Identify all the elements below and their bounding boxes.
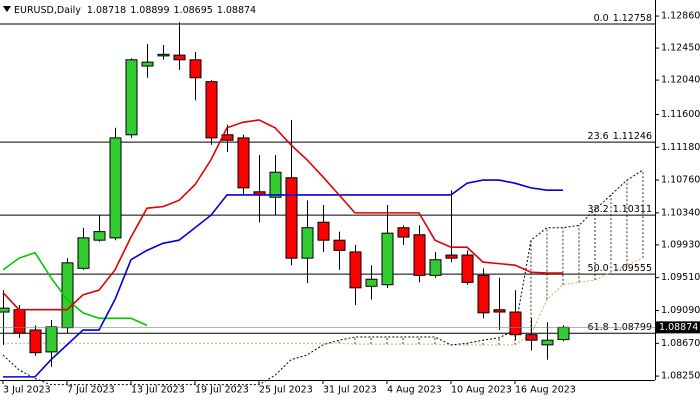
candle-body bbox=[173, 54, 186, 61]
candle-body bbox=[237, 137, 250, 189]
fib-label: 50.0 1.09555 bbox=[588, 263, 652, 274]
x-tick-label: 7 Jul 2023 bbox=[67, 385, 115, 396]
x-tick-label: 25 Jul 2023 bbox=[259, 385, 313, 396]
indicator-line bbox=[3, 257, 644, 346]
fib-level: 0.0 bbox=[594, 13, 609, 24]
candle-body bbox=[157, 53, 170, 57]
y-tick-label: 1.09930 bbox=[661, 239, 700, 250]
candle-body bbox=[45, 326, 58, 353]
x-tick-label: 19 Jul 2023 bbox=[195, 385, 249, 396]
fib-label: 0.0 1.12758 bbox=[594, 13, 652, 24]
fib-price: 1.10311 bbox=[613, 204, 652, 215]
candle-body bbox=[77, 237, 90, 269]
close-price: 1.08874 bbox=[217, 5, 256, 16]
candle-body bbox=[397, 227, 410, 238]
chart-header: EURUSD,Daily 1.08718 1.08899 1.08695 1.08874 bbox=[14, 5, 256, 16]
fib-label: 23.6 1.11246 bbox=[588, 131, 652, 142]
candle-body bbox=[29, 329, 42, 354]
candle-body bbox=[365, 278, 378, 287]
y-tick-label: 1.08250 bbox=[661, 371, 700, 382]
last-price-box bbox=[656, 321, 700, 334]
candle-body bbox=[109, 137, 122, 239]
fib-level: 23.6 bbox=[588, 131, 609, 142]
candle-body bbox=[493, 309, 506, 313]
x-tick-label: 31 Jul 2023 bbox=[323, 385, 377, 396]
y-tick-label: 1.10340 bbox=[661, 207, 700, 218]
y-tick-label: 1.09090 bbox=[661, 305, 700, 316]
low-price: 1.08695 bbox=[174, 5, 213, 16]
candle-body bbox=[141, 61, 154, 67]
high-price: 1.08899 bbox=[130, 5, 169, 16]
fib-label: 38.2 1.10311 bbox=[588, 204, 652, 215]
y-tick-label: 1.11600 bbox=[661, 109, 700, 120]
candle-body bbox=[0, 307, 10, 313]
fib-price: 1.09555 bbox=[613, 263, 652, 274]
candle-body bbox=[461, 254, 474, 283]
candle-body bbox=[333, 239, 346, 251]
fib-level: 50.0 bbox=[588, 263, 609, 274]
candle-body bbox=[413, 234, 426, 276]
y-tick-label: 1.10760 bbox=[661, 175, 700, 186]
candle-body bbox=[381, 232, 394, 286]
candle-body bbox=[93, 231, 106, 241]
candle-body bbox=[13, 309, 26, 334]
open-price: 1.08718 bbox=[87, 5, 126, 16]
indicator-line bbox=[3, 179, 563, 378]
x-tick-label: 10 Aug 2023 bbox=[451, 385, 512, 396]
candle-body bbox=[205, 81, 218, 139]
y-tick-label: 1.12450 bbox=[661, 43, 700, 54]
fib-level: 38.2 bbox=[588, 204, 609, 215]
x-tick-label: 4 Aug 2023 bbox=[387, 385, 442, 396]
candle-body bbox=[269, 171, 282, 198]
x-tick-label: 16 Aug 2023 bbox=[515, 385, 576, 396]
candle-body bbox=[317, 221, 330, 241]
candle-body bbox=[301, 227, 314, 259]
candle-body bbox=[509, 311, 522, 336]
candle-body bbox=[189, 59, 202, 79]
candle-body bbox=[61, 262, 74, 329]
plot-area: 0.0 1.12758 23.6 1.11246 38.2 1.10311 50.0 1.09… bbox=[0, 13, 655, 386]
symbol-icon bbox=[3, 6, 11, 12]
indicator-line bbox=[2, 251, 148, 327]
candle-body bbox=[541, 339, 554, 346]
symbol: EURUSD,Daily bbox=[14, 5, 81, 16]
indicator-line bbox=[2, 119, 563, 311]
x-tick-label: 13 Jul 2023 bbox=[131, 385, 185, 396]
y-tick-label: 1.12860 bbox=[661, 11, 700, 22]
candle-body bbox=[525, 334, 538, 341]
candle-body bbox=[477, 274, 490, 314]
last-price-label: 1.08874 bbox=[659, 322, 698, 333]
candle-body bbox=[445, 254, 458, 259]
candle-body bbox=[285, 177, 298, 259]
y-tick-label: 1.09510 bbox=[661, 272, 700, 283]
candle-body bbox=[349, 251, 362, 289]
candle-body bbox=[557, 326, 570, 341]
fib-price: 1.12758 bbox=[613, 13, 652, 24]
x-tick-label: 3 Jul 2023 bbox=[3, 385, 51, 396]
fib-price: 1.11246 bbox=[613, 131, 652, 142]
candle-body bbox=[125, 59, 138, 136]
candle-body bbox=[429, 259, 442, 276]
y-tick-label: 1.11180 bbox=[661, 142, 700, 153]
indicator-line bbox=[2, 169, 644, 386]
y-tick-label: 1.12040 bbox=[661, 75, 700, 86]
y-tick-label: 1.08670 bbox=[661, 338, 700, 349]
